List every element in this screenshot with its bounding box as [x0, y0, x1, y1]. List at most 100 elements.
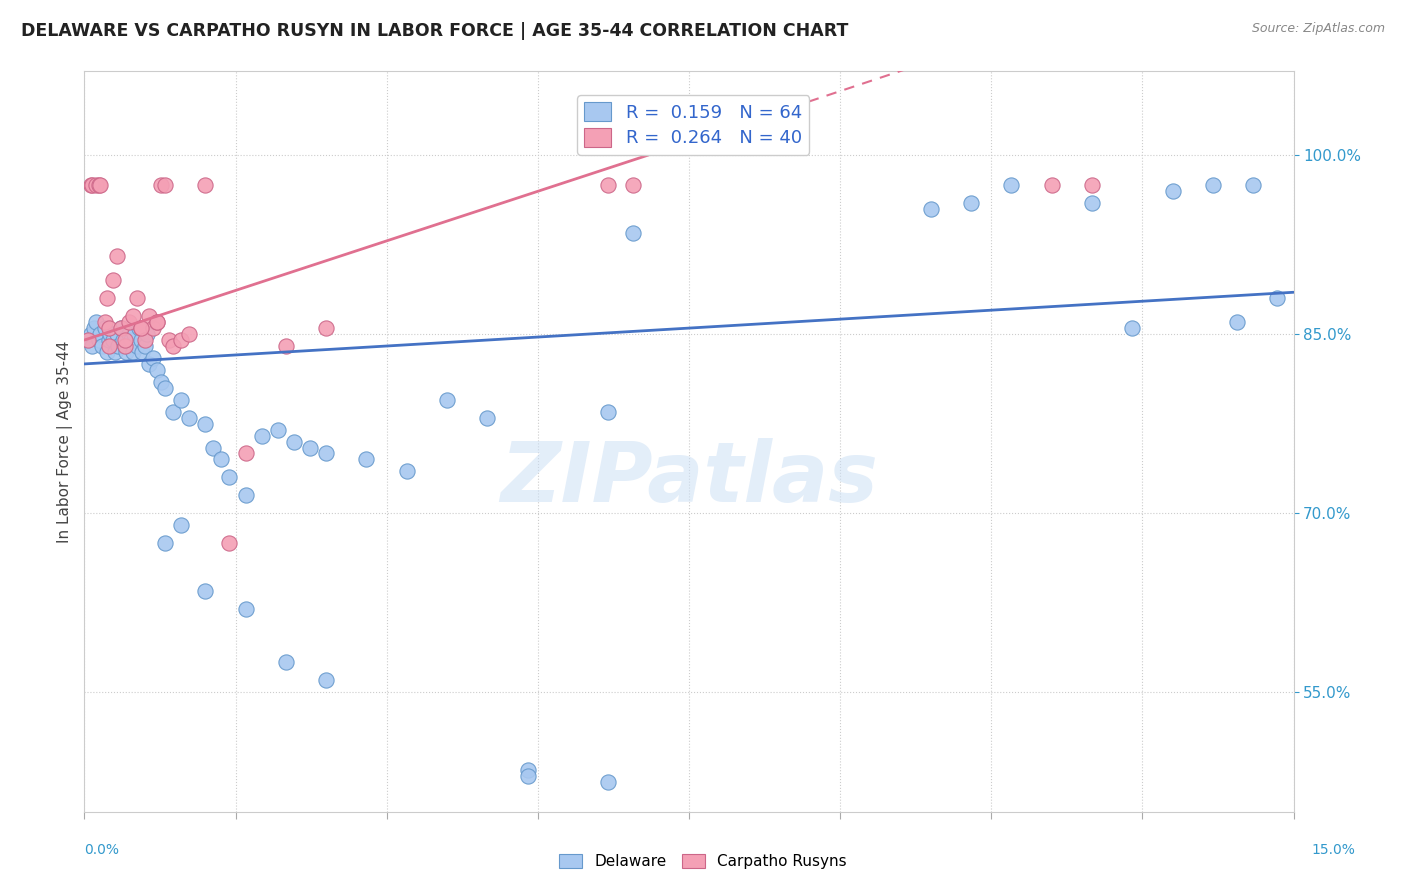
Point — [146, 315, 169, 329]
Point — [87, 333, 110, 347]
Point — [267, 423, 290, 437]
Point — [274, 656, 297, 670]
Point — [1081, 195, 1104, 210]
Point — [146, 315, 169, 329]
Point — [96, 345, 118, 359]
Legend: Delaware, Carpatho Rusyns: Delaware, Carpatho Rusyns — [553, 848, 853, 875]
Point — [80, 178, 103, 192]
Point — [153, 178, 176, 192]
Point — [77, 333, 100, 347]
Point — [598, 775, 620, 789]
Point — [138, 309, 160, 323]
Point — [112, 333, 135, 347]
Point — [162, 405, 184, 419]
Point — [202, 441, 225, 455]
Point — [105, 249, 128, 264]
Point — [235, 488, 257, 502]
Point — [283, 434, 305, 449]
Point — [80, 327, 103, 342]
Point — [125, 339, 148, 353]
Point — [110, 321, 132, 335]
Point — [142, 351, 165, 365]
Point — [104, 345, 127, 359]
Point — [218, 536, 240, 550]
Point — [120, 333, 142, 347]
Point — [1241, 178, 1264, 192]
Point — [960, 195, 983, 210]
Point — [621, 178, 644, 192]
Point — [170, 333, 193, 347]
Point — [157, 333, 180, 347]
Point — [107, 339, 129, 353]
Point — [1000, 178, 1022, 192]
Point — [118, 327, 141, 342]
Point — [315, 446, 337, 460]
Point — [356, 452, 378, 467]
Point — [153, 536, 176, 550]
Point — [1267, 291, 1289, 305]
Point — [194, 417, 217, 431]
Point — [1081, 178, 1104, 192]
Point — [598, 178, 620, 192]
Point — [97, 321, 120, 335]
Point — [142, 321, 165, 335]
Point — [598, 405, 620, 419]
Point — [235, 601, 257, 615]
Point — [179, 410, 201, 425]
Point — [114, 339, 136, 353]
Text: ZIPatlas: ZIPatlas — [501, 438, 877, 519]
Point — [315, 321, 337, 335]
Point — [134, 333, 156, 347]
Text: Source: ZipAtlas.com: Source: ZipAtlas.com — [1251, 22, 1385, 36]
Point — [138, 357, 160, 371]
Point — [121, 309, 143, 323]
Point — [218, 470, 240, 484]
Point — [235, 446, 257, 460]
Point — [1161, 184, 1184, 198]
Point — [315, 673, 337, 688]
Point — [1226, 315, 1249, 329]
Legend: R =  0.159   N = 64, R =  0.264   N = 40: R = 0.159 N = 64, R = 0.264 N = 40 — [576, 95, 810, 154]
Point — [91, 339, 114, 353]
Point — [477, 410, 499, 425]
Point — [83, 321, 105, 335]
Point — [170, 392, 193, 407]
Point — [395, 464, 418, 478]
Point — [128, 321, 150, 335]
Point — [97, 339, 120, 353]
Point — [149, 178, 172, 192]
Point — [194, 178, 217, 192]
Point — [136, 327, 159, 342]
Text: 15.0%: 15.0% — [1310, 843, 1355, 857]
Y-axis label: In Labor Force | Age 35-44: In Labor Force | Age 35-44 — [58, 341, 73, 542]
Point — [179, 327, 201, 342]
Point — [77, 333, 100, 347]
Point — [121, 345, 143, 359]
Point — [436, 392, 458, 407]
Point — [98, 327, 121, 342]
Point — [93, 315, 115, 329]
Point — [86, 178, 108, 192]
Point — [129, 321, 152, 335]
Point — [87, 178, 110, 192]
Point — [170, 518, 193, 533]
Point — [621, 226, 644, 240]
Point — [162, 339, 184, 353]
Point — [93, 321, 115, 335]
Point — [516, 763, 538, 777]
Text: DELAWARE VS CARPATHO RUSYN IN LABOR FORCE | AGE 35-44 CORRELATION CHART: DELAWARE VS CARPATHO RUSYN IN LABOR FORC… — [21, 22, 848, 40]
Point — [516, 769, 538, 783]
Text: 0.0%: 0.0% — [84, 843, 118, 857]
Point — [274, 339, 297, 353]
Point — [105, 327, 128, 342]
Point — [920, 202, 942, 216]
Point — [1202, 178, 1225, 192]
Point — [114, 339, 136, 353]
Point — [118, 315, 141, 329]
Point — [110, 321, 132, 335]
Point — [86, 315, 108, 329]
Point — [194, 583, 217, 598]
Point — [82, 339, 104, 353]
Point — [97, 333, 120, 347]
Point — [134, 339, 156, 353]
